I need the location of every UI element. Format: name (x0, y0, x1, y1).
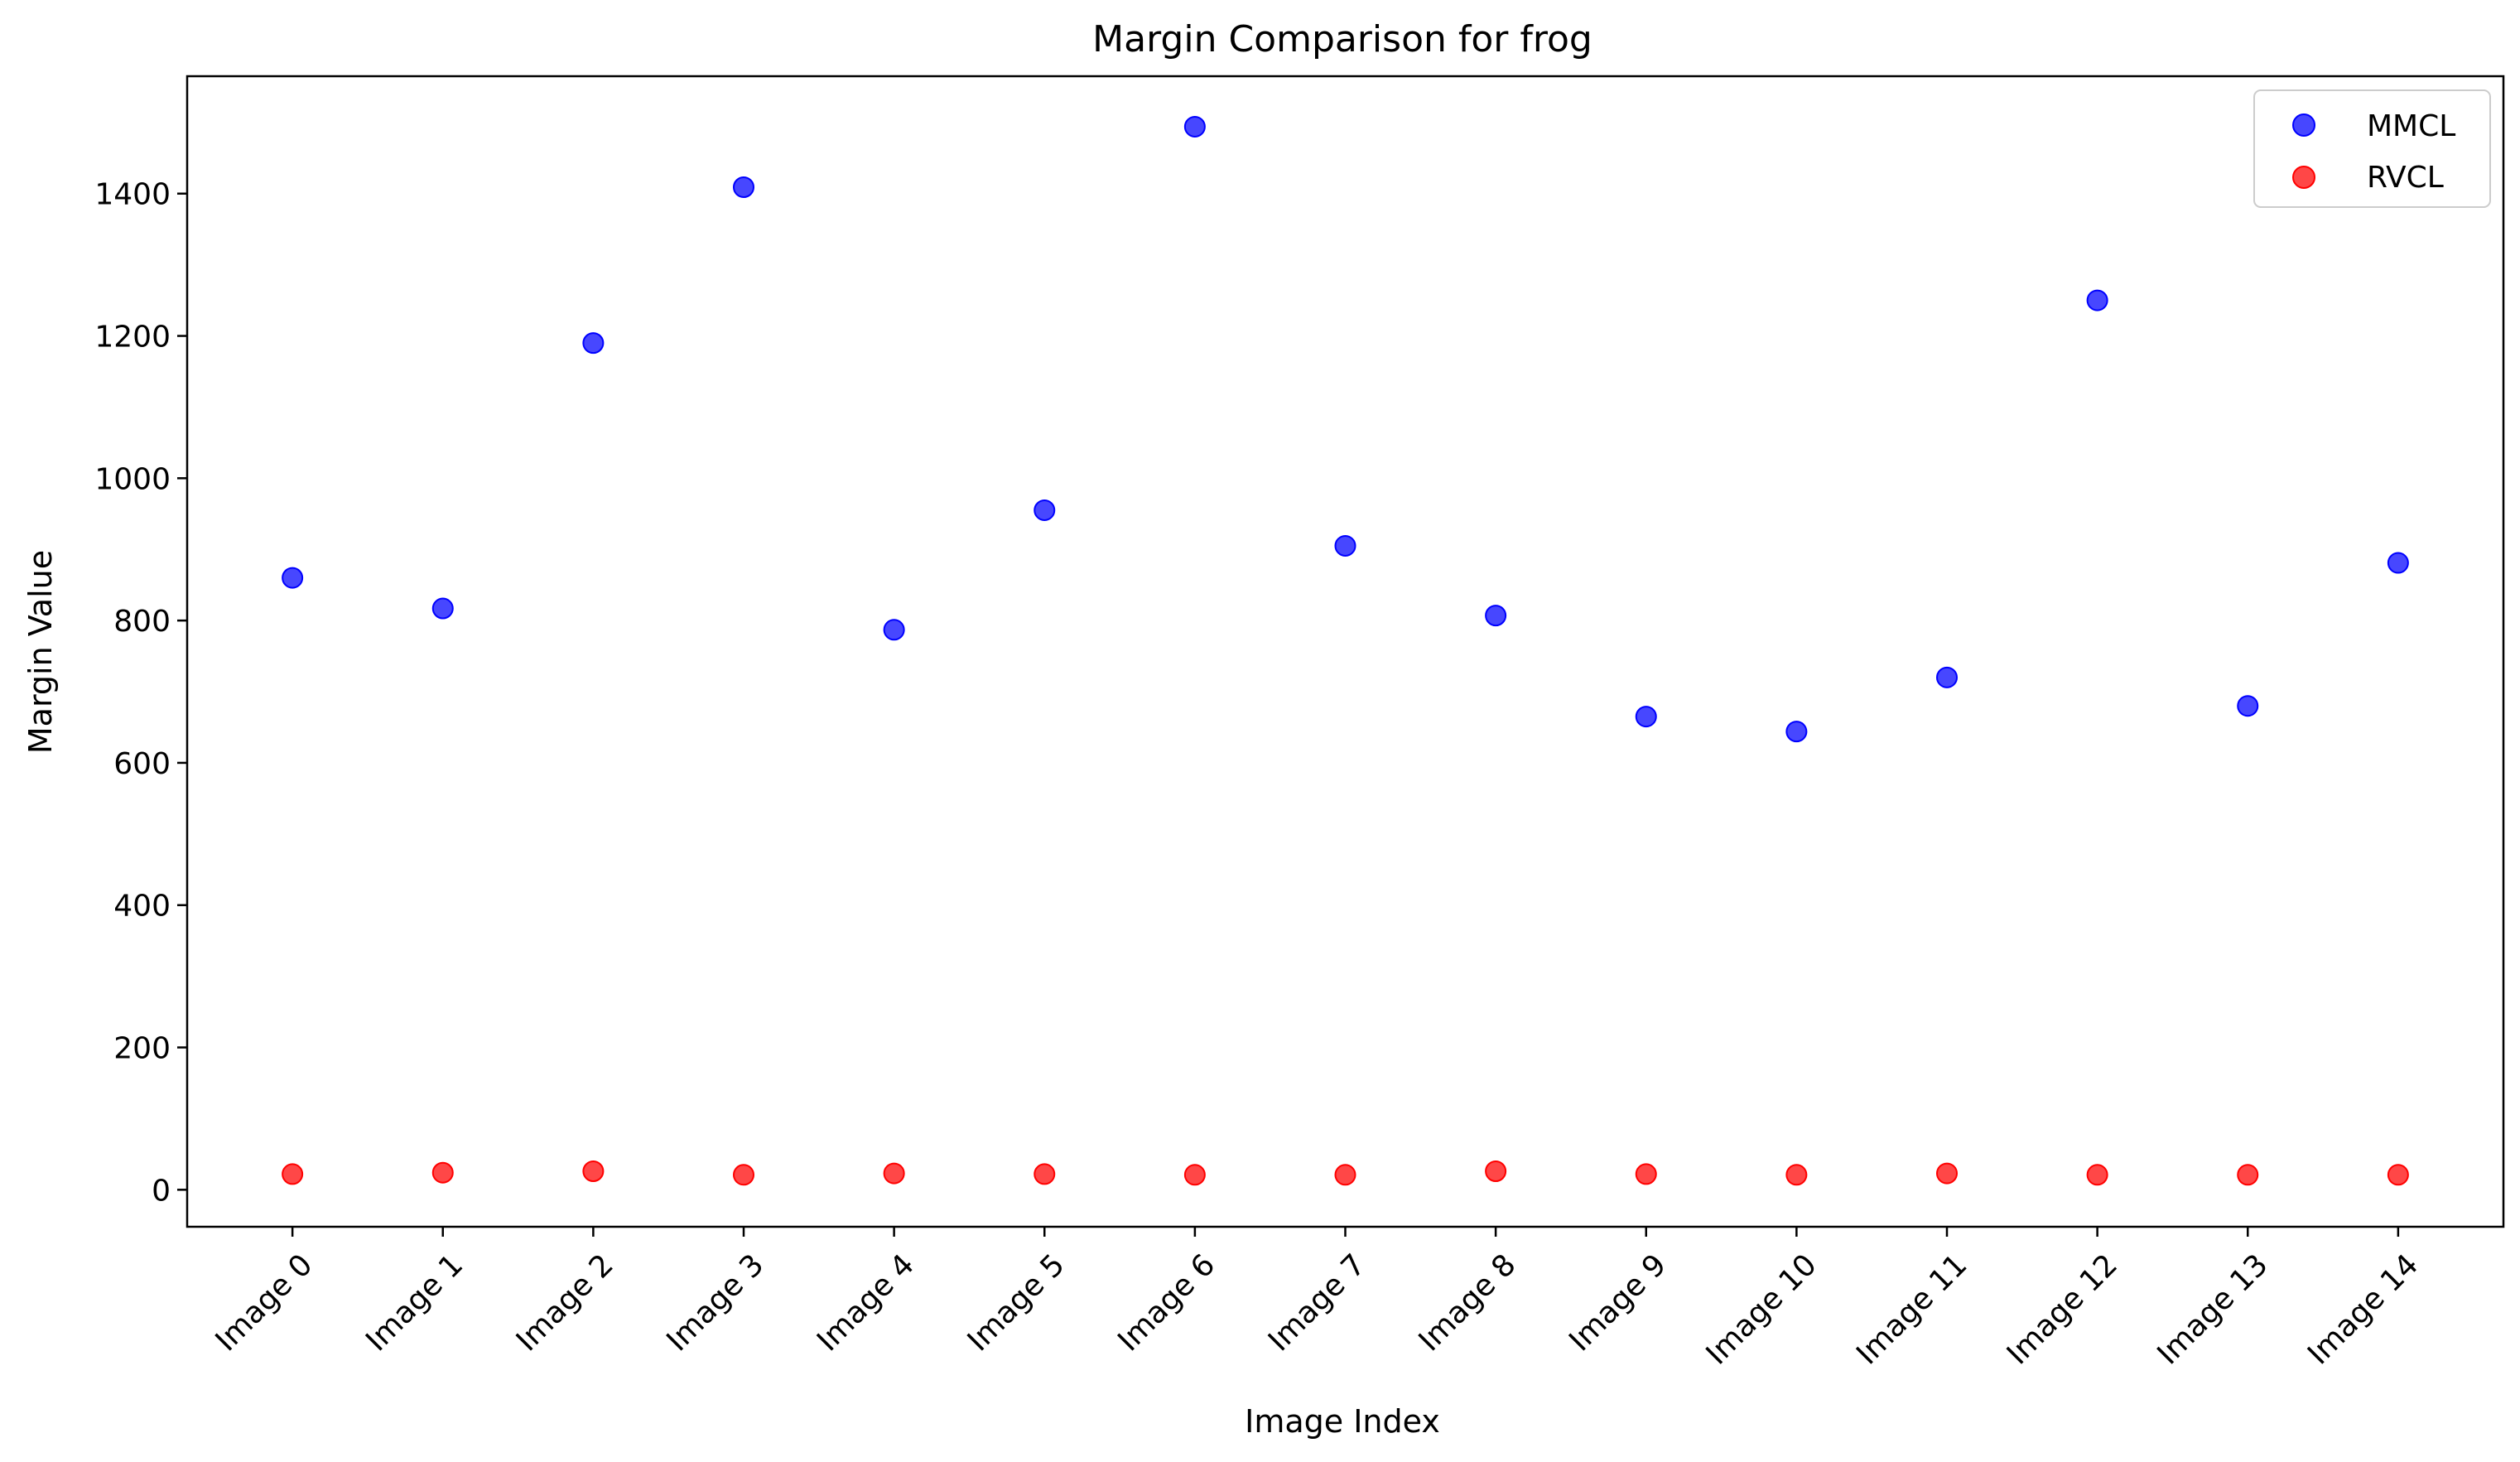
point-mmcl (1034, 499, 1056, 521)
point-rvcl (1334, 1164, 1356, 1186)
point-rvcl (2237, 1164, 2259, 1186)
point-mmcl (2086, 289, 2108, 311)
data-points (282, 115, 2409, 1186)
point-mmcl (282, 567, 304, 589)
point-mmcl (1334, 534, 1356, 557)
legend: MMCL RVCL (2253, 89, 2491, 208)
point-mmcl (1935, 666, 1958, 688)
point-rvcl (1034, 1163, 1056, 1185)
y-axis: 0 200 400 600 800 1000 1200 1400 (94, 178, 187, 1208)
x-axis: Image 0 Image 1 Image 2 Image 3 Image 4 Image… (210, 1227, 2425, 1372)
x-axis-label: Image Index (1245, 1403, 1440, 1440)
x-tick-label: Image 11 (1850, 1247, 1973, 1371)
y-tick-label: 800 (113, 605, 171, 639)
x-tick-label: Image 10 (1700, 1247, 1824, 1371)
legend-marker-mmcl (2292, 113, 2315, 137)
point-mmcl (582, 332, 605, 355)
point-rvcl (2387, 1164, 2409, 1186)
point-rvcl (282, 1163, 304, 1185)
y-tick-label: 0 (152, 1174, 171, 1208)
point-mmcl (1485, 605, 1507, 627)
x-tick-label: Image 12 (2001, 1247, 2124, 1371)
point-mmcl (1635, 706, 1657, 728)
x-tick-label: Image 14 (2301, 1247, 2425, 1371)
x-tick-label: Image 3 (660, 1247, 770, 1358)
legend-label-mmcl: MMCL (2367, 109, 2455, 143)
point-rvcl (582, 1160, 605, 1182)
point-rvcl (1785, 1164, 1808, 1186)
chart-title: Margin Comparison for frog (1092, 18, 1592, 60)
y-tick-label: 400 (113, 890, 171, 924)
point-mmcl (1183, 115, 1206, 138)
point-rvcl (1485, 1160, 1507, 1182)
point-rvcl (883, 1162, 905, 1185)
x-tick-label: Image 9 (1563, 1247, 1673, 1358)
x-tick-label: Image 7 (1262, 1247, 1372, 1358)
point-mmcl (2387, 552, 2409, 574)
point-mmcl (431, 597, 454, 620)
x-tick-label: Image 13 (2151, 1247, 2275, 1371)
point-rvcl (1635, 1163, 1657, 1185)
x-tick-label: Image 1 (359, 1247, 470, 1358)
point-mmcl (2237, 695, 2259, 717)
point-rvcl (2086, 1164, 2108, 1186)
y-tick-label: 200 (113, 1032, 171, 1066)
y-tick-label: 1200 (94, 321, 171, 355)
y-tick-label: 600 (113, 747, 171, 781)
x-tick-label: Image 0 (210, 1247, 320, 1358)
legend-marker-rvcl (2292, 166, 2315, 189)
point-rvcl (1183, 1164, 1206, 1186)
y-tick-label: 1400 (94, 178, 171, 212)
legend-label-rvcl: RVCL (2367, 161, 2444, 195)
point-rvcl (733, 1164, 755, 1186)
point-mmcl (1785, 721, 1808, 743)
point-rvcl (1935, 1162, 1958, 1185)
point-mmcl (733, 176, 755, 199)
y-axis-label: Margin Value (22, 550, 59, 754)
x-tick-label: Image 5 (961, 1247, 1072, 1358)
x-tick-label: Image 8 (1413, 1247, 1523, 1358)
point-mmcl (883, 619, 905, 641)
x-tick-label: Image 6 (1111, 1247, 1221, 1358)
y-tick-label: 1000 (94, 462, 171, 496)
plot-area (186, 75, 2505, 1228)
x-tick-label: Image 2 (510, 1247, 620, 1358)
point-rvcl (431, 1161, 454, 1184)
x-tick-label: Image 4 (811, 1247, 921, 1358)
